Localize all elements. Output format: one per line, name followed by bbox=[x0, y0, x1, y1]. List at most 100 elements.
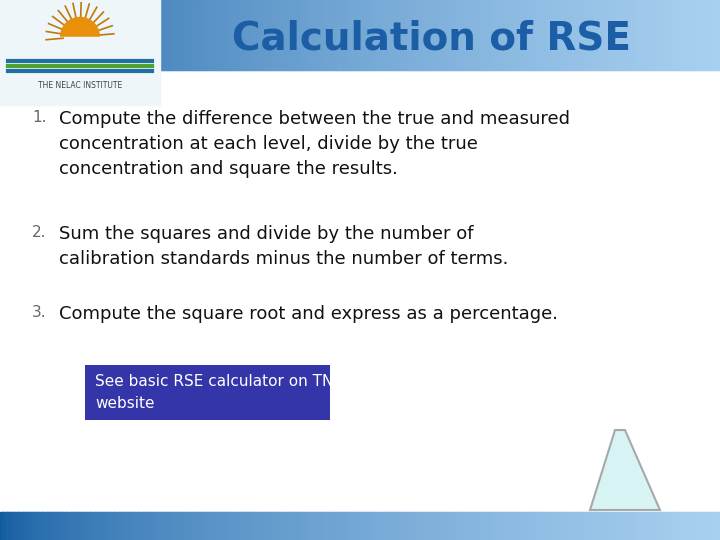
Bar bbox=[24, 512, 27, 540]
Bar bbox=[444, 512, 447, 540]
Bar bbox=[91, 512, 94, 540]
Bar bbox=[603, 512, 606, 540]
Bar bbox=[473, 0, 476, 70]
Bar bbox=[641, 0, 644, 70]
Bar bbox=[557, 0, 560, 70]
Bar bbox=[199, 512, 202, 540]
Bar bbox=[209, 512, 212, 540]
Bar bbox=[77, 0, 80, 70]
Bar bbox=[125, 0, 128, 70]
Bar bbox=[178, 512, 181, 540]
Bar bbox=[418, 0, 421, 70]
Bar bbox=[713, 512, 716, 540]
Bar bbox=[351, 0, 354, 70]
Bar bbox=[223, 0, 227, 70]
Bar bbox=[288, 512, 292, 540]
Bar bbox=[77, 512, 80, 540]
Bar bbox=[2, 512, 6, 540]
Bar bbox=[418, 512, 421, 540]
Bar bbox=[590, 0, 594, 70]
Bar bbox=[631, 512, 634, 540]
Bar bbox=[578, 0, 582, 70]
Bar bbox=[403, 0, 407, 70]
Bar bbox=[5, 0, 8, 70]
Bar bbox=[38, 512, 42, 540]
Bar bbox=[182, 512, 186, 540]
Bar bbox=[526, 512, 529, 540]
Bar bbox=[574, 0, 577, 70]
Bar bbox=[163, 0, 166, 70]
Bar bbox=[523, 0, 526, 70]
Bar bbox=[70, 512, 73, 540]
Bar bbox=[629, 0, 632, 70]
Bar bbox=[369, 512, 373, 540]
Bar bbox=[547, 0, 551, 70]
Bar bbox=[0, 0, 4, 70]
Bar bbox=[324, 512, 328, 540]
Bar bbox=[614, 512, 618, 540]
Bar bbox=[367, 512, 371, 540]
Bar bbox=[161, 512, 164, 540]
Bar bbox=[65, 0, 68, 70]
Bar bbox=[698, 0, 702, 70]
Bar bbox=[331, 0, 335, 70]
Bar bbox=[423, 0, 426, 70]
Bar bbox=[585, 512, 589, 540]
Bar bbox=[281, 0, 284, 70]
Bar bbox=[50, 512, 54, 540]
Bar bbox=[518, 512, 522, 540]
Bar bbox=[585, 0, 589, 70]
Bar bbox=[382, 0, 385, 70]
Bar bbox=[12, 512, 15, 540]
Bar bbox=[288, 0, 292, 70]
Bar bbox=[653, 512, 656, 540]
Bar bbox=[430, 512, 433, 540]
Polygon shape bbox=[590, 430, 660, 510]
Bar bbox=[48, 0, 51, 70]
Bar bbox=[446, 0, 450, 70]
Bar bbox=[302, 512, 306, 540]
Bar bbox=[533, 0, 536, 70]
Bar bbox=[346, 512, 349, 540]
Bar bbox=[276, 512, 279, 540]
Bar bbox=[317, 0, 320, 70]
Bar bbox=[233, 512, 236, 540]
Bar bbox=[55, 0, 58, 70]
Bar bbox=[667, 512, 670, 540]
Bar bbox=[135, 0, 138, 70]
Bar bbox=[168, 0, 171, 70]
Bar bbox=[542, 0, 546, 70]
Bar bbox=[101, 0, 104, 70]
Bar bbox=[506, 0, 510, 70]
Bar bbox=[120, 512, 123, 540]
Bar bbox=[158, 512, 162, 540]
Bar bbox=[583, 0, 587, 70]
Bar bbox=[538, 512, 541, 540]
Bar bbox=[686, 512, 690, 540]
Bar bbox=[581, 0, 584, 70]
Bar bbox=[518, 0, 522, 70]
Bar bbox=[449, 512, 452, 540]
Bar bbox=[211, 512, 215, 540]
Bar bbox=[408, 0, 411, 70]
Bar bbox=[197, 512, 200, 540]
Bar bbox=[545, 512, 548, 540]
Bar bbox=[250, 512, 253, 540]
Bar bbox=[43, 512, 47, 540]
Bar bbox=[216, 0, 220, 70]
Bar bbox=[295, 0, 299, 70]
Bar bbox=[240, 512, 243, 540]
Bar bbox=[60, 0, 63, 70]
Bar bbox=[490, 0, 493, 70]
Bar bbox=[276, 0, 279, 70]
Bar bbox=[398, 0, 402, 70]
Bar bbox=[444, 0, 447, 70]
Bar bbox=[333, 0, 337, 70]
Bar bbox=[216, 512, 220, 540]
Bar bbox=[576, 512, 580, 540]
Bar bbox=[281, 512, 284, 540]
Bar bbox=[684, 0, 688, 70]
Bar bbox=[499, 0, 503, 70]
Bar bbox=[391, 512, 395, 540]
Bar bbox=[466, 512, 469, 540]
